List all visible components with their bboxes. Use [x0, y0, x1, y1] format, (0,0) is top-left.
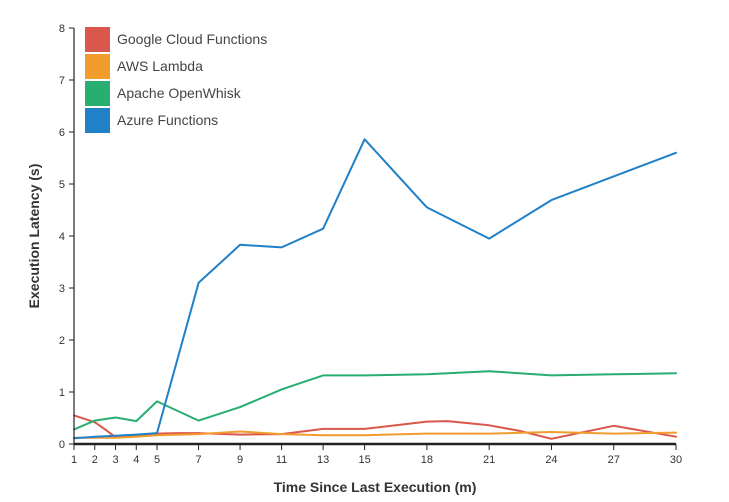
y-tick-label: 6 [59, 127, 65, 139]
y-tick-label: 1 [59, 387, 65, 399]
x-tick-label: 11 [276, 454, 287, 466]
legend-label: AWS Lambda [117, 58, 203, 74]
legend-swatch [85, 81, 110, 106]
x-tick-label: 3 [112, 454, 118, 466]
legend-label: Apache OpenWhisk [117, 85, 242, 101]
x-tick-label: 24 [545, 454, 557, 466]
x-tick-label: 18 [421, 454, 433, 466]
x-tick-label: 7 [195, 454, 201, 466]
y-tick-label: 0 [59, 439, 65, 451]
legend-swatch [85, 54, 110, 79]
x-tick-label: 30 [670, 454, 682, 466]
legend-swatch [85, 27, 110, 52]
x-tick-label: 4 [133, 454, 139, 466]
x-tick-label: 5 [154, 454, 160, 466]
series-lines [73, 138, 677, 440]
y-tick-label: 7 [59, 75, 65, 87]
y-axis-title: Execution Latency (s) [26, 164, 42, 309]
y-tick-label: 4 [59, 231, 65, 243]
y-tick-label: 3 [59, 283, 65, 295]
legend: Google Cloud Functions AWS Lambda Apache O… [85, 27, 267, 133]
x-axis-title: Time Since Last Execution (m) [274, 479, 477, 495]
y-tick-label: 5 [59, 179, 65, 191]
x-tick-label: 9 [237, 454, 243, 466]
series-line [73, 430, 677, 439]
legend-label: Azure Functions [117, 112, 218, 128]
y-tick-label: 2 [59, 335, 65, 347]
legend-label: Google Cloud Functions [117, 31, 267, 47]
x-tick-label: 27 [608, 454, 620, 466]
series-line [73, 138, 677, 440]
x-tick-label: 2 [92, 454, 98, 466]
legend-swatch [85, 108, 110, 133]
y-tick-label: 8 [59, 23, 65, 35]
x-tick-label: 1 [71, 454, 77, 466]
x-tick-label: 13 [317, 454, 329, 466]
x-tick-label: 15 [358, 454, 370, 466]
series-line [73, 370, 677, 431]
x-tick-label: 21 [483, 454, 495, 466]
